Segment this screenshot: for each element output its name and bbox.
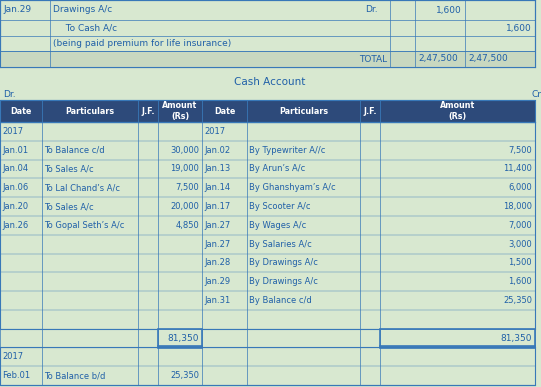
Text: Date: Date xyxy=(10,106,32,115)
Bar xyxy=(0,329,535,348)
Text: 1,600: 1,600 xyxy=(436,5,462,14)
Text: Amount
(Rs): Amount (Rs) xyxy=(440,101,475,121)
Bar xyxy=(158,329,202,348)
Text: Jan.20: Jan.20 xyxy=(2,202,28,211)
Text: Jan.02: Jan.02 xyxy=(204,146,230,155)
Text: By Arun’s A/c: By Arun’s A/c xyxy=(249,164,305,173)
Text: 2017: 2017 xyxy=(2,352,23,361)
Text: 4,850: 4,850 xyxy=(175,221,199,230)
Bar xyxy=(0,122,535,329)
Bar xyxy=(0,51,535,67)
Text: By Typewriter A//c: By Typewriter A//c xyxy=(249,146,325,155)
Text: 1,500: 1,500 xyxy=(509,259,532,267)
Text: 7,500: 7,500 xyxy=(508,146,532,155)
Text: 1,600: 1,600 xyxy=(508,277,532,286)
Text: Jan.26: Jan.26 xyxy=(2,221,28,230)
Text: 25,350: 25,350 xyxy=(503,296,532,305)
Text: 30,000: 30,000 xyxy=(170,146,199,155)
Text: Cash Account: Cash Account xyxy=(234,77,306,87)
Text: Jan.31: Jan.31 xyxy=(204,296,230,305)
Text: 18,000: 18,000 xyxy=(503,202,532,211)
Text: Jan.14: Jan.14 xyxy=(204,183,230,192)
Text: Jan.04: Jan.04 xyxy=(2,164,28,173)
Text: Jan.27: Jan.27 xyxy=(204,221,230,230)
Text: Feb.01: Feb.01 xyxy=(2,371,30,380)
Text: (being paid premium for life insurance): (being paid premium for life insurance) xyxy=(53,39,231,48)
Bar xyxy=(380,329,535,348)
Text: 2,47,500: 2,47,500 xyxy=(418,55,458,63)
Text: Drawings A/c: Drawings A/c xyxy=(53,5,112,14)
Text: 7,500: 7,500 xyxy=(175,183,199,192)
Text: To Cash A/c: To Cash A/c xyxy=(60,24,117,33)
Text: 81,350: 81,350 xyxy=(168,334,199,342)
Text: To Sales A/c: To Sales A/c xyxy=(44,164,94,173)
Text: Jan.06: Jan.06 xyxy=(2,183,28,192)
Text: By Drawings A/c: By Drawings A/c xyxy=(249,259,318,267)
Text: 7,000: 7,000 xyxy=(508,221,532,230)
Text: Jan.29: Jan.29 xyxy=(204,277,230,286)
Text: To Lal Chand’s A/c: To Lal Chand’s A/c xyxy=(44,183,120,192)
Text: To Sales A/c: To Sales A/c xyxy=(44,202,94,211)
Text: Particulars: Particulars xyxy=(65,106,115,115)
Text: 11,400: 11,400 xyxy=(503,164,532,173)
Text: Jan.17: Jan.17 xyxy=(204,202,230,211)
Text: J.F.: J.F. xyxy=(363,106,377,115)
Text: 20,000: 20,000 xyxy=(170,202,199,211)
Text: Jan.01: Jan.01 xyxy=(2,146,28,155)
Text: 19,000: 19,000 xyxy=(170,164,199,173)
Text: By Ghanshyam’s A/c: By Ghanshyam’s A/c xyxy=(249,183,335,192)
Text: 2017: 2017 xyxy=(204,127,225,136)
Text: Amount
(Rs): Amount (Rs) xyxy=(162,101,197,121)
Text: 3,000: 3,000 xyxy=(508,240,532,248)
Bar xyxy=(0,0,535,67)
Text: By Salaries A/c: By Salaries A/c xyxy=(249,240,312,248)
Text: 2017: 2017 xyxy=(2,127,23,136)
Text: Jan.28: Jan.28 xyxy=(204,259,230,267)
Text: 6,000: 6,000 xyxy=(508,183,532,192)
Bar xyxy=(0,100,535,122)
Text: To Balance c/d: To Balance c/d xyxy=(44,146,104,155)
Text: Dr.: Dr. xyxy=(3,90,16,99)
Text: By Scooter A/c: By Scooter A/c xyxy=(249,202,311,211)
Text: By Wages A/c: By Wages A/c xyxy=(249,221,306,230)
Bar xyxy=(0,348,535,385)
Text: 25,350: 25,350 xyxy=(170,371,199,380)
Text: To Gopal Seth’s A/c: To Gopal Seth’s A/c xyxy=(44,221,124,230)
Text: TOTAL: TOTAL xyxy=(359,55,387,63)
Text: Jan.13: Jan.13 xyxy=(204,164,230,173)
Text: Jan.27: Jan.27 xyxy=(204,240,230,248)
Text: By Balance c/d: By Balance c/d xyxy=(249,296,312,305)
Text: 81,350: 81,350 xyxy=(500,334,532,342)
Text: Dr.: Dr. xyxy=(365,5,378,14)
Text: Date: Date xyxy=(214,106,235,115)
Text: Jan.29: Jan.29 xyxy=(3,5,31,14)
Text: To Balance b/d: To Balance b/d xyxy=(44,371,105,380)
Text: Particulars: Particulars xyxy=(279,106,328,115)
Text: 2,47,500: 2,47,500 xyxy=(468,55,508,63)
Text: 1,600: 1,600 xyxy=(506,24,532,33)
Text: Cr.: Cr. xyxy=(532,90,541,99)
Text: J.F.: J.F. xyxy=(141,106,155,115)
Text: By Drawings A/c: By Drawings A/c xyxy=(249,277,318,286)
